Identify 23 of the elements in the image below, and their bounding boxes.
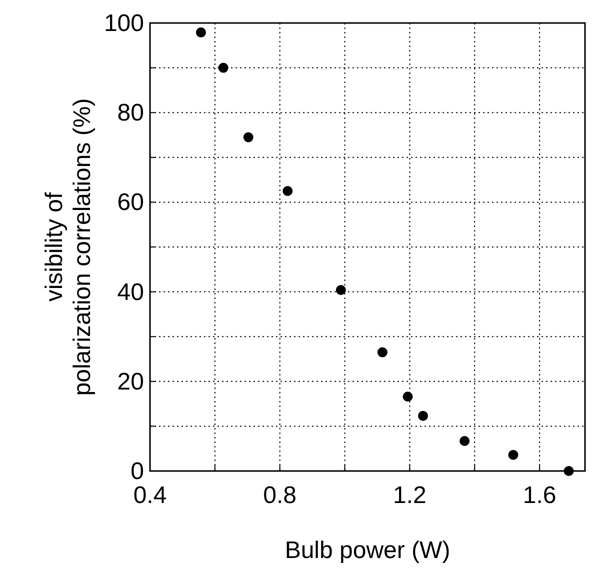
point (418, 410, 428, 421)
point (564, 466, 574, 476)
point (282, 186, 293, 196)
y-axis-title: visibility of polarization correlations (%) (41, 98, 96, 396)
point (402, 392, 413, 402)
y-tick-label: 100 (104, 10, 144, 37)
y-tick-label: 20 (117, 368, 144, 396)
y-tick-label: 0 (130, 458, 144, 485)
point (218, 62, 228, 73)
point (196, 27, 206, 38)
point (243, 132, 254, 142)
x-tick-label: 0.4 (133, 482, 167, 509)
point (336, 285, 346, 296)
y-tick-label: 80 (117, 100, 144, 127)
point (377, 347, 388, 358)
x-tick-label: 0.8 (263, 482, 297, 509)
x-axis-title: Bulb power (W) (284, 537, 450, 564)
x-tick-label: 1.6 (522, 482, 556, 509)
x-tick-label: 1.2 (393, 482, 426, 509)
point (460, 436, 470, 446)
y-tick-label: 60 (117, 189, 144, 216)
y-tick-label: 40 (117, 278, 144, 306)
point (508, 450, 518, 460)
